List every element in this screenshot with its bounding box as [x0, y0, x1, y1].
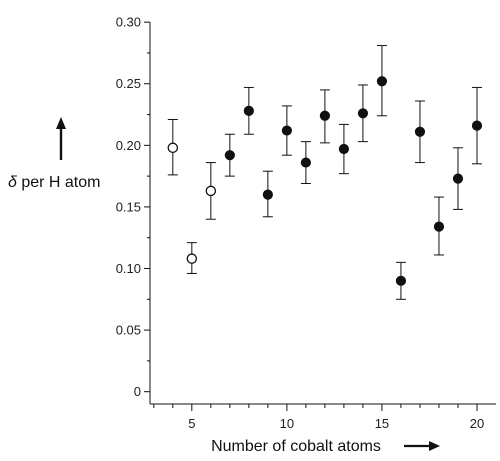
axis-ticks: 0 0.05 0.10 0.15 0.20 0.25 0.30 5 10 15 20 — [116, 15, 485, 431]
x-tick-label: 5 — [188, 416, 195, 431]
y-tick-label: 0.25 — [116, 76, 141, 91]
x-axis-arrow-icon — [404, 441, 440, 451]
filled-data-point — [282, 126, 291, 135]
filled-data-point — [453, 174, 462, 183]
x-tick-label: 20 — [470, 416, 484, 431]
filled-data-point — [434, 222, 443, 231]
filled-data-point — [358, 109, 367, 118]
y-tick-label: 0.10 — [116, 261, 141, 276]
y-axis-title-text: per H atom — [17, 174, 101, 191]
filled-data-point — [472, 121, 481, 130]
filled-data-point — [244, 106, 253, 115]
filled-data-point — [225, 151, 234, 160]
open-data-point — [168, 143, 177, 152]
filled-data-point — [301, 158, 310, 167]
filled-data-point — [263, 190, 272, 199]
x-axis-title: Number of cobalt atoms — [211, 438, 381, 455]
open-data-point — [206, 186, 215, 195]
x-tick-label: 15 — [375, 416, 389, 431]
y-tick-label: 0.20 — [116, 138, 141, 153]
axes — [150, 22, 496, 404]
filled-data-point — [415, 127, 424, 136]
filled-data-point — [339, 144, 348, 153]
error-bars — [168, 46, 482, 300]
y-tick-label: 0.15 — [116, 199, 141, 214]
x-tick-label: 10 — [280, 416, 294, 431]
y-tick-label: 0.05 — [116, 323, 141, 338]
filled-data-point — [377, 77, 386, 86]
y-axis-arrow-icon — [56, 117, 66, 160]
y-axis-title: δ per H atom — [8, 174, 100, 191]
y-tick-label: 0.30 — [116, 15, 141, 30]
y-tick-label: 0 — [134, 384, 141, 399]
filled-data-point — [396, 276, 405, 285]
open-data-point — [187, 254, 196, 263]
filled-data-point — [320, 111, 329, 120]
